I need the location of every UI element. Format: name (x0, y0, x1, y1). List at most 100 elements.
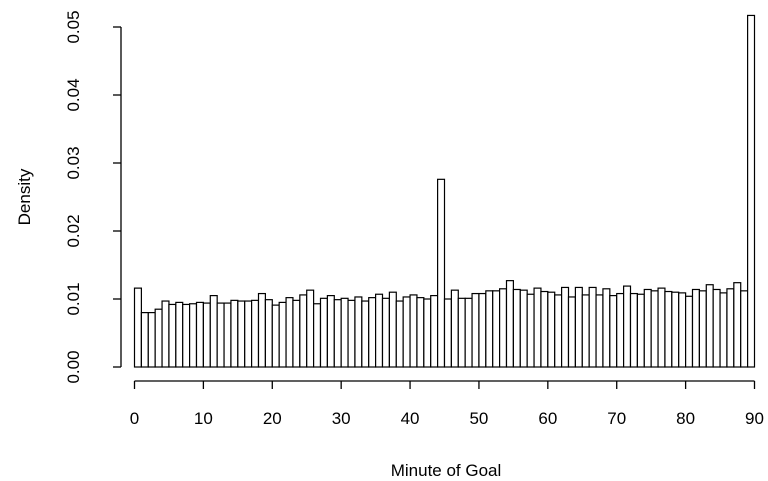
histogram-bar (609, 295, 618, 368)
x-tick-label: 0 (130, 409, 139, 428)
histogram-bar (230, 299, 239, 368)
histogram-bar (457, 297, 466, 368)
histogram-bar (347, 299, 356, 368)
histogram-bar (554, 294, 563, 368)
histogram-bar (354, 296, 363, 368)
y-tick-label: 0.00 (64, 350, 83, 383)
histogram-bar (257, 292, 266, 368)
histogram-bar (719, 292, 728, 368)
histogram-bar (512, 288, 521, 368)
histogram-bar (368, 297, 377, 368)
x-tick-label: 70 (607, 409, 626, 428)
histogram-bar (691, 288, 700, 368)
histogram-bar (450, 289, 459, 368)
histogram-bar (526, 293, 535, 368)
histogram-bar (395, 300, 404, 368)
histogram-bar (430, 295, 439, 368)
histogram-bar (540, 290, 549, 368)
y-axis-title: Density (15, 168, 34, 225)
histogram-bar (547, 291, 556, 368)
y-axis: 0.00 0.01 0.02 0.03 0.04 0.05 (64, 10, 122, 384)
histogram-bar (643, 288, 652, 368)
x-tick-label: 20 (263, 409, 282, 428)
histogram-bar (698, 290, 707, 368)
y-tick-label: 0.05 (64, 10, 83, 43)
histogram-bar (726, 288, 735, 368)
histogram-bar (574, 286, 583, 368)
histogram-bar (616, 292, 625, 368)
histogram-bar (664, 290, 673, 368)
x-tick-label: 40 (401, 409, 420, 428)
histogram-bar (182, 303, 191, 368)
histogram-bar (278, 301, 287, 368)
y-tick-label: 0.01 (64, 282, 83, 315)
histogram-bar (588, 286, 597, 368)
histogram-bar (237, 300, 246, 368)
histogram-bar (402, 296, 411, 368)
histogram-bar (375, 293, 384, 368)
histogram-bar (271, 304, 280, 368)
histogram-bar (485, 290, 494, 368)
histogram-bar (409, 294, 418, 368)
x-axis-title: Minute of Goal (391, 461, 502, 480)
histogram-bar (216, 302, 225, 368)
histogram-bar (492, 290, 501, 368)
y-tick-label: 0.04 (64, 78, 83, 111)
histogram-bar (388, 291, 397, 368)
histogram-bar (650, 290, 659, 368)
histogram-bar (175, 301, 184, 368)
histogram-bar (326, 295, 335, 368)
histogram-bar (712, 288, 721, 368)
histogram-bar (636, 293, 645, 368)
histogram-bar (251, 299, 260, 368)
histogram-bar (505, 280, 514, 368)
histogram-bar (189, 303, 198, 368)
histogram-bar (567, 296, 576, 368)
histogram-bar (740, 290, 749, 368)
histogram-bar (671, 291, 680, 368)
histogram-bar (733, 282, 742, 368)
histogram-bar (602, 288, 611, 368)
histogram-bar (443, 298, 452, 368)
histogram-bar (361, 300, 370, 368)
x-tick-label: 10 (194, 409, 213, 428)
x-tick-label: 30 (332, 409, 351, 428)
histogram-bar (464, 297, 473, 368)
y-tick-label: 0.03 (64, 146, 83, 179)
histogram-bar (319, 297, 328, 368)
y-tick-label: 0.02 (64, 214, 83, 247)
histogram-bar (313, 303, 322, 368)
histogram-bar (416, 297, 425, 368)
histogram-bar (299, 294, 308, 368)
histogram-bar (202, 302, 211, 368)
histogram-bar (161, 300, 170, 368)
histogram-bar (333, 299, 342, 368)
histogram-bar (629, 292, 638, 368)
histogram-bar (533, 287, 542, 368)
histogram-bar (133, 287, 142, 368)
histogram-bar (195, 301, 204, 368)
histogram-bar (209, 295, 218, 368)
histogram-bar (581, 294, 590, 368)
histogram-bar (561, 286, 570, 368)
histogram-bar (623, 285, 632, 368)
x-tick-label: 90 (745, 409, 764, 428)
histogram-bar (747, 14, 756, 368)
histogram-bar (244, 300, 253, 368)
histogram-bar (140, 312, 149, 368)
histogram-bar (499, 288, 508, 368)
x-axis: 0 10 20 30 40 50 60 70 80 90 (130, 380, 764, 428)
histogram-bar (478, 292, 487, 368)
histogram-bar (381, 297, 390, 368)
histogram-bar (519, 289, 528, 368)
histogram-bar (678, 292, 687, 368)
histogram-bar (306, 289, 315, 368)
bars-group (133, 14, 756, 368)
histogram-bar (147, 312, 156, 368)
histogram-bar (657, 287, 666, 368)
histogram-bar (223, 302, 232, 368)
histogram-bar (685, 295, 694, 368)
histogram-bar (292, 299, 301, 368)
